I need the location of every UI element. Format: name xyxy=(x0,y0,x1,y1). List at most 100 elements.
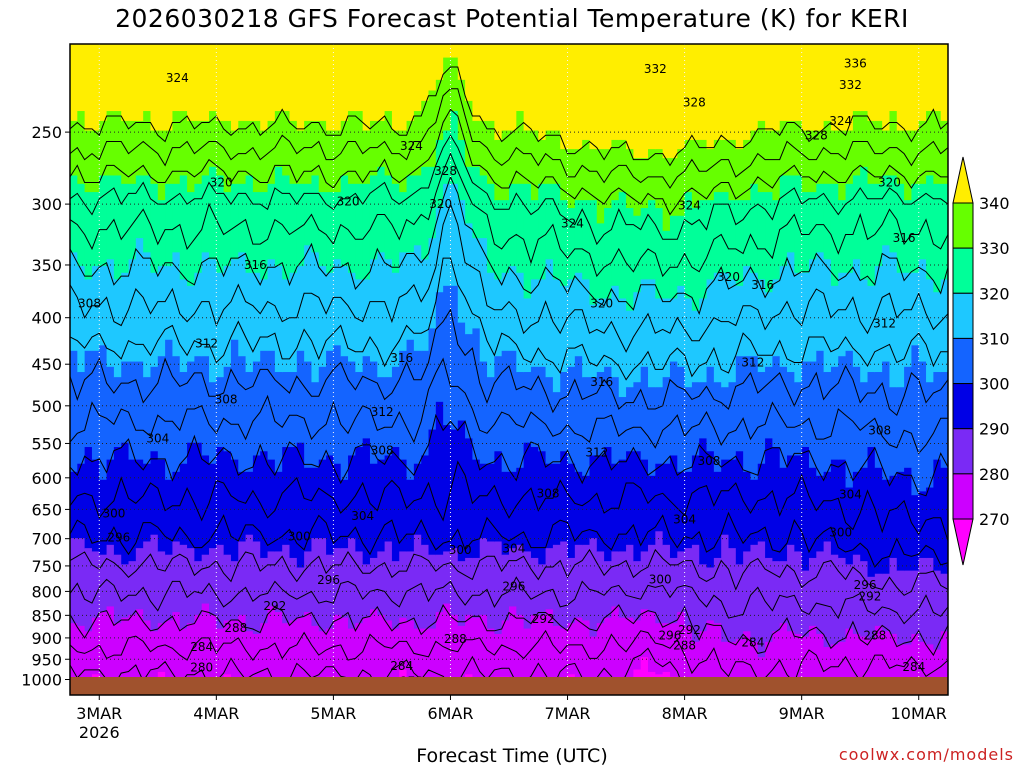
field-cell xyxy=(282,279,291,373)
field-cell xyxy=(808,44,817,132)
field-cell xyxy=(113,279,122,378)
field-cell xyxy=(655,298,664,388)
field-cell xyxy=(150,44,159,132)
field-cell xyxy=(377,695,385,698)
field-cell xyxy=(655,623,664,675)
field-cell xyxy=(84,130,93,193)
field-cell xyxy=(326,44,334,132)
field-cell xyxy=(735,356,744,452)
field-cell xyxy=(304,183,313,246)
field-cell xyxy=(765,438,773,559)
field-cell xyxy=(655,463,664,532)
field-cell xyxy=(406,44,415,122)
field-cell xyxy=(779,561,788,624)
field-cell xyxy=(567,208,576,280)
field-cell xyxy=(582,200,591,280)
field-cell xyxy=(245,471,254,536)
field-cell xyxy=(435,292,444,403)
field-cell xyxy=(311,120,320,177)
field-cell xyxy=(867,447,876,578)
field-cell xyxy=(845,564,854,630)
field-cell xyxy=(926,44,934,112)
field-cell xyxy=(187,44,195,122)
y-tick-label: 700 xyxy=(31,530,62,549)
field-cell xyxy=(355,447,364,553)
field-cell xyxy=(70,120,78,177)
field-cell xyxy=(252,633,261,677)
field-cell xyxy=(457,322,466,422)
field-cell xyxy=(113,447,122,556)
field-cell xyxy=(735,44,744,150)
field-cell xyxy=(728,200,737,280)
field-cell xyxy=(530,557,539,616)
field-cell xyxy=(618,44,627,141)
field-cell xyxy=(121,564,130,619)
field-cell xyxy=(428,628,437,677)
contour-label: 316 xyxy=(751,278,774,292)
field-cell xyxy=(106,459,115,546)
field-cell xyxy=(230,44,239,132)
field-cell xyxy=(852,633,861,677)
field-cell xyxy=(157,200,166,267)
field-cell xyxy=(355,551,364,624)
field-cell xyxy=(494,451,503,543)
field-cell xyxy=(852,366,861,473)
field-cell xyxy=(194,272,203,357)
field-cell xyxy=(926,487,934,559)
field-cell xyxy=(377,166,386,253)
field-cell xyxy=(238,183,247,253)
contour-label: 320 xyxy=(337,194,360,208)
field-cell xyxy=(889,252,898,388)
field-cell xyxy=(479,175,488,239)
field-cell xyxy=(574,544,583,619)
colorbar: 270 280 290 300 310 320 330 340 xyxy=(952,156,1010,566)
field-cell xyxy=(348,272,356,363)
field-cell xyxy=(406,479,415,553)
field-cell xyxy=(874,120,883,185)
field-cell xyxy=(838,356,847,461)
field-cell xyxy=(941,695,949,698)
field-cell xyxy=(465,557,474,616)
field-cell xyxy=(238,44,247,122)
field-cell xyxy=(487,272,495,378)
source-credit: coolwx.com/models xyxy=(838,745,1014,764)
field-cell xyxy=(194,183,203,274)
field-cell xyxy=(677,149,686,217)
field-cell xyxy=(377,377,386,461)
field-cell xyxy=(326,628,334,677)
field-cell xyxy=(377,252,386,378)
field-cell xyxy=(552,463,561,546)
field-cell xyxy=(472,617,481,677)
colorbar-box xyxy=(952,428,974,475)
field-cell xyxy=(618,139,627,193)
field-cell xyxy=(413,350,422,465)
field-cell xyxy=(626,544,634,619)
field-cell xyxy=(172,541,181,613)
field-cell xyxy=(450,548,459,616)
field-cell xyxy=(743,356,752,473)
field-cell xyxy=(648,44,656,150)
field-cell xyxy=(728,641,737,677)
field-cell xyxy=(743,551,752,632)
colorbar-box xyxy=(952,383,974,430)
field-cell xyxy=(787,631,795,677)
field-cell xyxy=(582,44,591,141)
field-cell xyxy=(684,192,693,300)
field-cell xyxy=(523,372,532,444)
field-cell xyxy=(852,175,861,260)
field-cell xyxy=(128,120,137,185)
contour-label: 292 xyxy=(532,612,555,626)
contour-label: 312 xyxy=(195,336,218,350)
field-cell xyxy=(567,149,576,209)
field-cell xyxy=(618,298,627,398)
field-cell xyxy=(413,245,422,352)
field-cell xyxy=(640,551,649,610)
field-cell xyxy=(662,671,671,677)
field-cell xyxy=(699,438,708,565)
field-cell xyxy=(882,175,891,246)
field-cell xyxy=(223,44,232,122)
contour-label: 316 xyxy=(390,351,413,365)
field-cell xyxy=(230,130,239,185)
field-cell xyxy=(369,259,378,363)
field-cell xyxy=(304,245,313,363)
